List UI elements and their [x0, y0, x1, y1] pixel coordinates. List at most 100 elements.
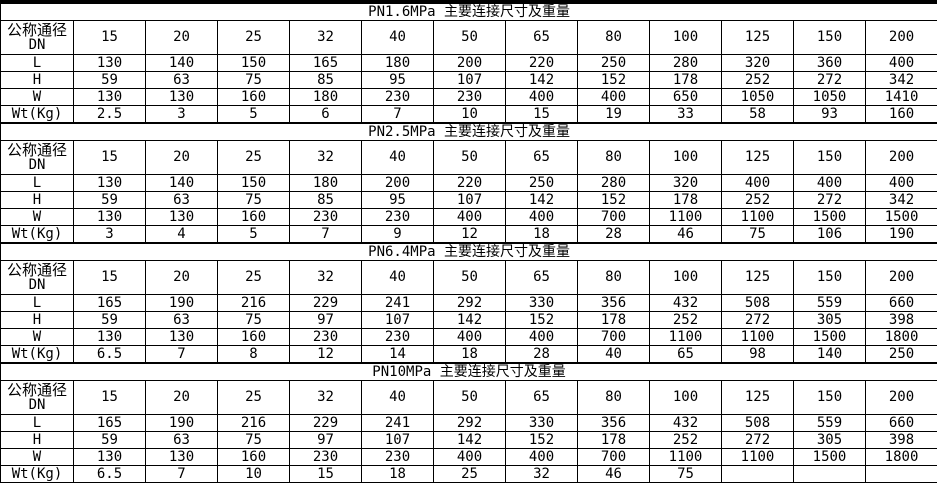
value-cell: 508 [721, 414, 794, 432]
section-title-row: PN10MPa 主要连接尺寸及重量 [0, 363, 937, 381]
value-cell: 1500 [793, 208, 866, 226]
table-row: W 130 130 160 230 230 400 400 700 1100 1100 1500 150… [0, 208, 937, 226]
column-header-dn-32: 32 [289, 260, 362, 295]
value-cell: 46 [649, 225, 722, 243]
value-cell: 165 [289, 54, 362, 72]
value-cell: 230 [289, 328, 362, 346]
dn-corner-cell: 公称通径 DN [0, 260, 74, 295]
table-row: H 59 63 75 97 107 142 152 178 252 272 305 398 [0, 431, 937, 449]
value-cell: 241 [361, 414, 434, 432]
value-cell: 142 [433, 311, 506, 329]
value-cell: 97 [289, 311, 362, 329]
column-header-dn-50: 50 [433, 20, 506, 55]
row-label: L [0, 174, 74, 192]
value-cell: 400 [433, 328, 506, 346]
table-row: L 165 190 216 229 241 292 330 356 432 508 559 660 [0, 414, 937, 432]
section-title-row: PN6.4MPa 主要连接尺寸及重量 [0, 243, 937, 261]
value-cell: 190 [145, 414, 218, 432]
table-row: H 59 63 75 85 95 107 142 152 178 252 272 342 [0, 71, 937, 89]
column-header-dn-32: 32 [289, 140, 362, 175]
value-cell: 142 [433, 431, 506, 449]
value-cell: 165 [73, 414, 146, 432]
value-cell: 130 [73, 208, 146, 226]
value-cell: 97 [289, 431, 362, 449]
value-cell: 272 [793, 191, 866, 209]
value-cell: 75 [721, 225, 794, 243]
column-header-dn-200: 200 [864, 140, 937, 175]
value-cell: 85 [289, 191, 362, 209]
value-cell: 130 [145, 328, 218, 346]
column-header-dn-125: 125 [721, 380, 794, 415]
value-cell: 180 [361, 54, 434, 72]
row-label: H [0, 191, 74, 209]
column-header-row: 公称通径 DN 15 20 25 32 40 50 65 80 100 125 150 200 [0, 20, 937, 55]
column-header-dn-200: 200 [864, 260, 937, 295]
value-cell: 1100 [721, 328, 794, 346]
value-cell: 230 [433, 88, 506, 106]
value-cell: 85 [289, 71, 362, 89]
value-cell: 140 [145, 54, 218, 72]
value-cell: 320 [721, 54, 794, 72]
value-cell: 12 [433, 225, 506, 243]
value-cell: 400 [505, 208, 578, 226]
spec-table-section-2: PN2.5MPa 主要连接尺寸及重量 公称通径 DN 15 20 25 32 40 50 65 80… [0, 123, 937, 243]
value-cell: 252 [649, 431, 722, 449]
value-cell: 6.5 [73, 345, 146, 363]
value-cell: 650 [649, 88, 722, 106]
value-cell: 152 [505, 431, 578, 449]
row-label: Wt(Kg) [0, 105, 74, 123]
value-cell: 400 [505, 328, 578, 346]
value-cell: 160 [864, 105, 937, 123]
value-cell: 229 [289, 414, 362, 432]
value-cell: 46 [577, 465, 650, 483]
value-cell: 5 [217, 105, 290, 123]
value-cell: 342 [864, 71, 937, 89]
value-cell: 1410 [864, 88, 937, 106]
column-header-dn-15: 15 [73, 380, 146, 415]
value-cell: 25 [433, 465, 506, 483]
column-header-row: 公称通径 DN 15 20 25 32 40 50 65 80 100 125 150 200 [0, 140, 937, 175]
column-header-dn-25: 25 [217, 140, 290, 175]
value-cell: 10 [433, 105, 506, 123]
value-cell: 230 [289, 208, 362, 226]
top-border-bar [0, 0, 937, 3]
value-cell: 142 [505, 191, 578, 209]
column-header-dn-25: 25 [217, 380, 290, 415]
value-cell: 356 [577, 414, 650, 432]
value-cell: 18 [361, 465, 434, 483]
value-cell: 40 [577, 345, 650, 363]
value-cell: 200 [433, 54, 506, 72]
value-cell: 107 [433, 191, 506, 209]
value-cell: 220 [433, 174, 506, 192]
value-cell: 3 [73, 225, 146, 243]
column-header-dn-20: 20 [145, 380, 218, 415]
spec-table-section-4: PN10MPa 主要连接尺寸及重量 公称通径 DN 15 20 25 32 40 50 65 80 1… [0, 363, 937, 483]
row-label: W [0, 328, 74, 346]
column-header-dn-125: 125 [721, 20, 794, 55]
column-header-dn-15: 15 [73, 20, 146, 55]
value-cell: 1050 [793, 88, 866, 106]
value-cell: 59 [73, 311, 146, 329]
value-cell: 165 [73, 294, 146, 312]
value-cell: 1500 [864, 208, 937, 226]
value-cell: 250 [577, 54, 650, 72]
value-cell: 140 [793, 345, 866, 363]
value-cell: 1100 [649, 328, 722, 346]
value-cell: 2.5 [73, 105, 146, 123]
value-cell: 178 [577, 311, 650, 329]
column-header-dn-50: 50 [433, 380, 506, 415]
column-header-dn-25: 25 [217, 260, 290, 295]
value-cell: 59 [73, 191, 146, 209]
value-cell: 150 [217, 54, 290, 72]
column-header-dn-65: 65 [505, 20, 578, 55]
value-cell: 1800 [864, 328, 937, 346]
column-header-dn-150: 150 [793, 140, 866, 175]
table-row: H 59 63 75 97 107 142 152 178 252 272 305 398 [0, 311, 937, 329]
value-cell: 559 [793, 414, 866, 432]
column-header-dn-100: 100 [649, 140, 722, 175]
dn-corner-cell: 公称通径 DN [0, 140, 74, 175]
column-header-dn-65: 65 [505, 260, 578, 295]
value-cell: 98 [721, 345, 794, 363]
corner-label-bottom: DN [28, 277, 46, 293]
value-cell: 272 [793, 71, 866, 89]
